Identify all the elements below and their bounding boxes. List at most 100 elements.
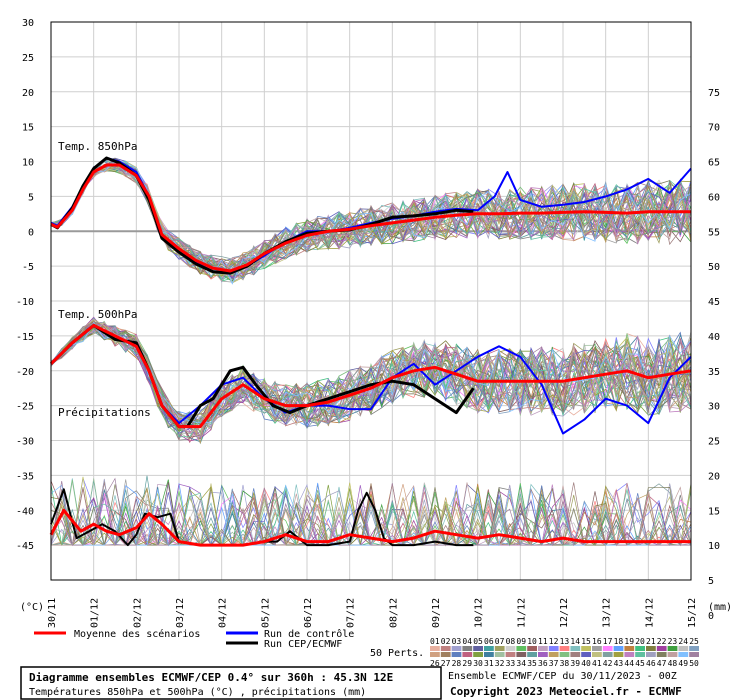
pert-number: 09 [516,637,526,646]
y-tick-label-right: 70 [708,123,720,134]
panel-label-t500: Temp. 500hPa [58,308,137,321]
pert-swatch [581,652,591,657]
pert-number: 12 [549,637,559,646]
pert-swatch [462,646,473,651]
y-tick-label-left: 15 [22,123,34,134]
pert-swatch [646,646,656,651]
y-tick-label-left: -45 [16,541,34,552]
pert-number: 49 [678,659,688,668]
pert-swatch [451,652,462,657]
y-tick-label-left: -5 [22,262,34,273]
axes: 302520151050-5-10-15-20-25-30-35-40-4575… [16,18,720,628]
pert-swatch [667,646,678,651]
chart-title: Diagramme ensembles ECMWF/CEP 0.4° sur 3… [29,671,393,684]
pert-swatch [613,646,624,651]
grid [50,21,692,580]
y-tick-label-right: 20 [708,471,720,482]
x-tick-label: 08/12 [388,598,399,628]
pert-number: 45 [635,659,645,668]
pert-swatch [635,652,645,657]
x-tick-label: 12/12 [559,598,570,628]
run-info: Ensemble ECMWF/CEP du 30/11/2023 - 00Z [448,671,677,682]
pert-swatch [505,652,516,657]
pert-swatch [624,652,635,657]
y-tick-label-right: 75 [708,88,720,99]
pert-number: 18 [614,637,624,646]
y-tick-label-right: 55 [708,227,720,238]
pert-swatch [559,652,570,657]
legend: Moyenne des scénarios Run de contrôleRun … [34,628,354,650]
series-t500_mean [49,323,692,429]
pert-number: 37 [549,659,559,668]
pert-swatch [527,652,537,657]
pert-number: 05 [473,637,483,646]
legend-label: Run CEP/ECMWF [264,639,342,650]
y-tick-label-right: 5 [708,576,714,587]
y-tick-label-left: 10 [22,158,34,169]
pert-swatch [516,646,527,651]
pert-number: 41 [592,659,602,668]
x-tick-label: 13/12 [602,598,613,628]
panel-label-t850: Temp. 850hPa [58,140,137,153]
pert-swatch [613,652,624,657]
y-tick-label-right: 40 [708,332,720,343]
pert-swatch [484,646,494,651]
pert-number: 46 [646,659,656,668]
pert-swatch [570,652,581,657]
copyright: Copyright 2023 Meteociel.fr - ECMWF [450,685,682,698]
pert-line-500 [50,323,692,438]
series-t500_oper [49,323,475,429]
pert-swatch [570,646,581,651]
pert-number: 17 [603,637,613,646]
pert-number: 11 [538,637,548,646]
pert-number: 31 [484,659,494,668]
pert-swatch [602,652,613,657]
title-box [20,666,442,700]
pert-number: 34 [516,659,526,668]
y-tick-label-left: -20 [16,367,34,378]
pert-line-precip [50,477,691,547]
pert-line-850 [50,161,692,279]
x-tick-label: 09/12 [431,598,442,628]
perts-swatches: 01 02 03 04 05 06 07 08 09 10 11 12 13 14 15 16 17 18 19 20… [430,637,699,668]
pert-line-500 [50,327,692,422]
pert-number: 04 [462,637,472,646]
x-tick-label: 05/12 [260,598,271,628]
pert-line-500 [50,325,692,444]
x-tick-label: 03/12 [175,598,186,628]
pert-swatch [635,646,645,651]
left-axis-unit: (°C) [20,602,44,613]
plot-frame [50,21,692,581]
y-tick-label-right: 25 [708,437,720,448]
pert-number: 13 [560,637,570,646]
x-tick-label: 06/12 [303,598,314,628]
legend-label: Moyenne des scénarios [74,628,200,640]
pert-number: 35 [527,659,537,668]
pert-number: 40 [581,659,591,668]
pert-line-500 [50,322,692,439]
pert-number: 28 [452,659,462,668]
pert-swatch [689,646,699,651]
pert-swatch [548,652,559,657]
pert-swatch [646,652,656,657]
right-axis-unit: (mm) [708,602,732,613]
y-tick-label-right: 65 [708,158,720,169]
y-tick-label-left: 30 [22,18,34,29]
legend-label: Run de contrôle [264,628,354,640]
pert-swatch [689,652,699,657]
panel-label-precip: Précipitations [58,406,151,419]
y-tick-label-left: 20 [22,88,34,99]
pert-number: 22 [657,637,667,646]
pert-number: 14 [570,637,580,646]
x-tick-label: 14/12 [644,598,655,628]
pert-swatch [656,646,667,651]
y-tick-label-left: -30 [16,437,34,448]
pert-number: 27 [441,659,451,668]
pert-swatch [592,652,602,657]
x-tick-label: 01/12 [90,598,101,628]
pert-number: 36 [538,659,548,668]
y-tick-label-left: -35 [16,471,34,482]
pert-swatch [548,646,559,651]
pert-number: 24 [678,637,688,646]
pert-swatch [678,652,689,657]
